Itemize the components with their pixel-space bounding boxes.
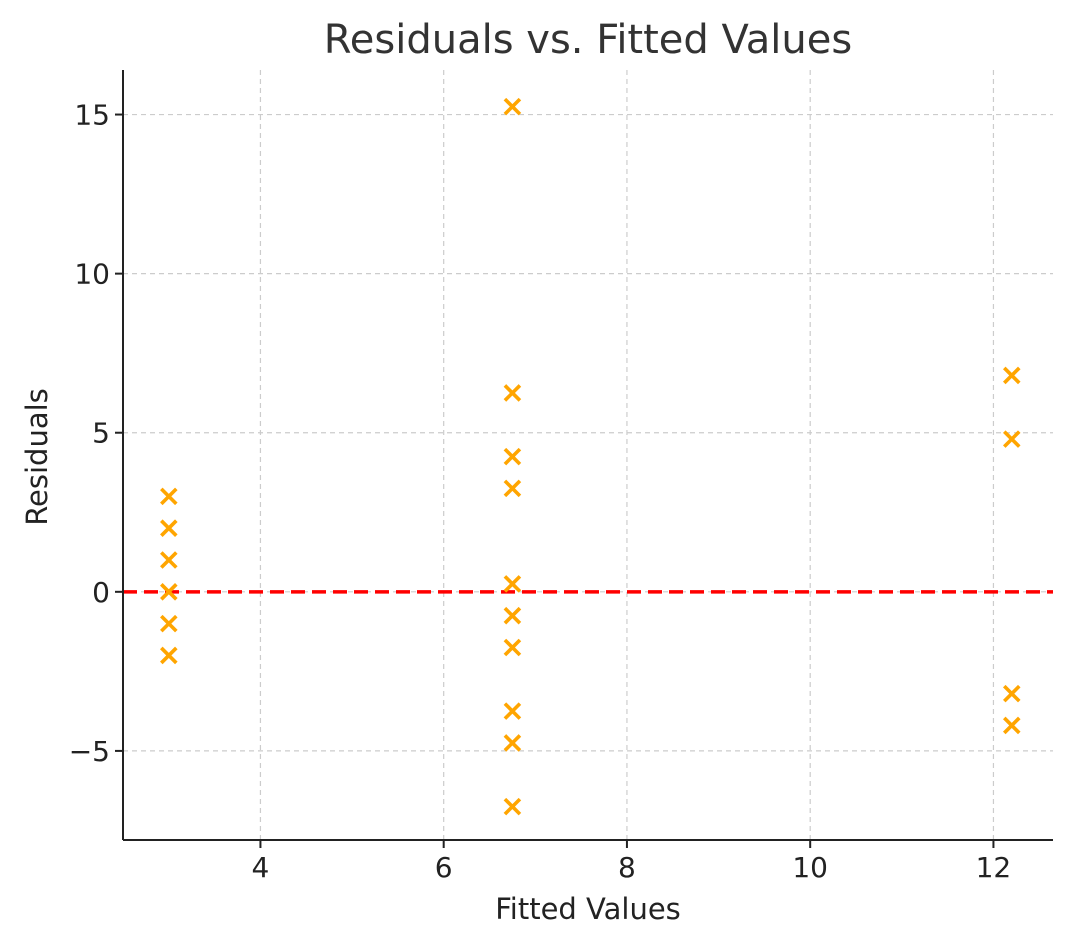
data-point-11-stroke-b	[503, 606, 522, 625]
chart-title: Residuals vs. Fitted Values	[324, 17, 852, 63]
data-point-15-stroke-b	[503, 797, 522, 816]
data-point-9-stroke-b	[503, 479, 522, 498]
data-point-10	[503, 575, 522, 593]
data-point-8-stroke-b	[503, 447, 522, 466]
data-point-16-stroke-b	[1002, 366, 1021, 385]
data-point-2-stroke-b	[160, 551, 178, 569]
data-point-19	[1002, 716, 1021, 735]
data-point-18-stroke-b	[1002, 684, 1021, 703]
data-point-2	[160, 551, 178, 569]
data-point-3	[160, 583, 178, 601]
x-tick-label-1: 6	[435, 851, 453, 884]
data-point-17-stroke-b	[1002, 430, 1021, 448]
data-point-7	[503, 384, 522, 402]
data-point-13-stroke-b	[503, 702, 522, 720]
x-tick-label-2: 8	[618, 851, 636, 884]
y-tick-label-4: 15	[74, 99, 110, 132]
data-point-7-stroke-b	[503, 384, 522, 402]
data-point-3-stroke-b	[160, 583, 178, 601]
data-point-6-stroke-b	[503, 97, 522, 116]
data-point-17	[1002, 430, 1021, 448]
data-point-11	[503, 606, 522, 625]
x-axis-label: Fitted Values	[495, 892, 681, 926]
data-points	[160, 97, 1021, 816]
y-tick-label-1: 0	[92, 576, 110, 609]
data-point-12	[503, 638, 522, 657]
x-tick-label-3: 10	[792, 851, 828, 884]
data-point-0	[160, 487, 178, 506]
x-tick-label-4: 12	[976, 851, 1012, 884]
data-point-16	[1002, 366, 1021, 385]
data-point-14	[503, 734, 522, 752]
data-point-15	[503, 797, 522, 816]
data-point-1-stroke-b	[160, 519, 178, 537]
axis-ticks: 4 6 8 10 12 −5 0 5 10 15	[69, 99, 1012, 884]
data-point-4	[160, 614, 178, 633]
data-point-5-stroke-b	[160, 646, 178, 665]
y-tick-label-2: 5	[92, 417, 110, 450]
data-point-6	[503, 97, 522, 116]
data-point-14-stroke-b	[503, 734, 522, 752]
data-point-0-stroke-b	[160, 487, 178, 506]
data-point-18	[1002, 684, 1021, 703]
data-point-9	[503, 479, 522, 498]
data-point-1	[160, 519, 178, 537]
data-point-8	[503, 447, 522, 466]
data-point-5	[160, 646, 178, 665]
data-point-4-stroke-b	[160, 614, 178, 633]
data-point-13	[503, 702, 522, 720]
y-tick-label-0: −5	[69, 735, 110, 768]
y-tick-label-3: 10	[74, 258, 110, 291]
data-point-10-stroke-b	[503, 575, 522, 593]
data-point-12-stroke-b	[503, 638, 522, 657]
y-axis-label: Residuals	[20, 388, 54, 526]
axes	[122, 70, 1053, 841]
data-point-19-stroke-b	[1002, 716, 1021, 735]
x-tick-label-0: 4	[252, 851, 270, 884]
